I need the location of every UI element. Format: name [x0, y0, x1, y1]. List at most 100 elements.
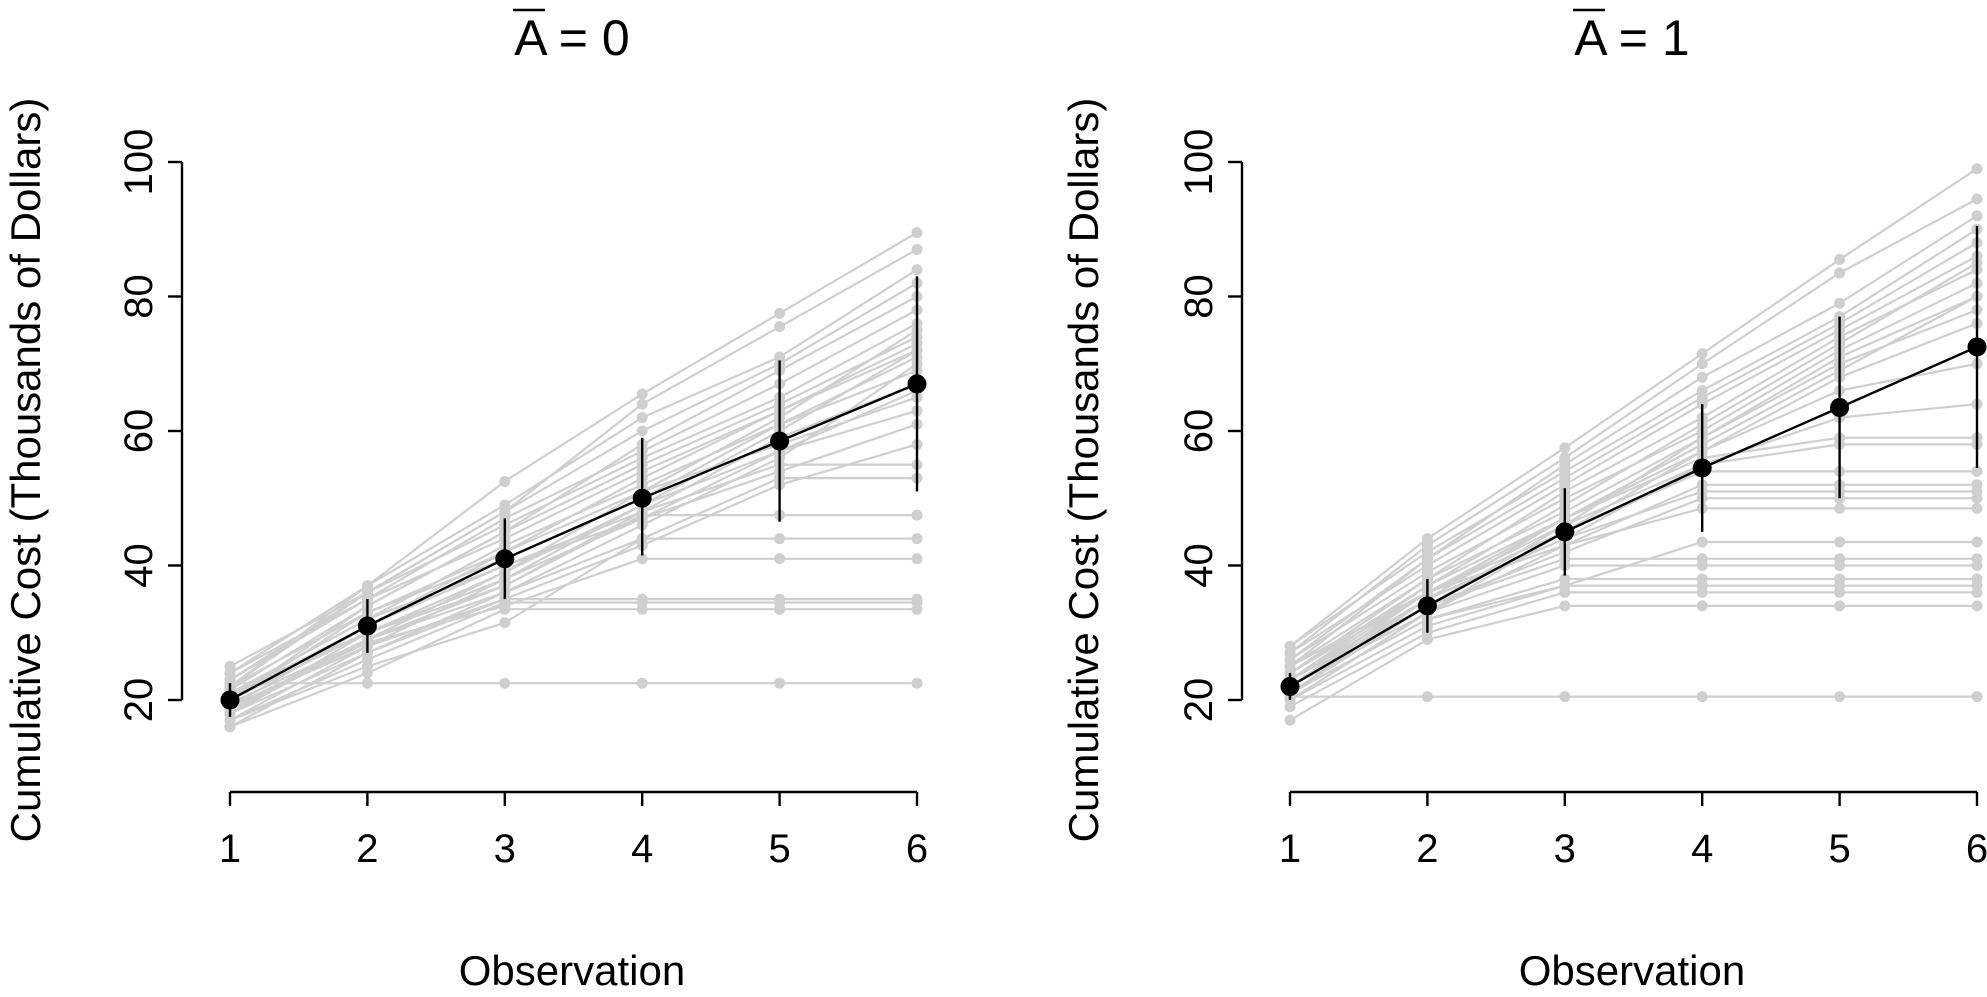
individual-point	[636, 677, 648, 689]
individual-line	[1289, 322, 1978, 701]
panel-title-value: = 0	[545, 10, 630, 66]
y-axis: 20 40 60 80 100	[1177, 129, 1244, 723]
individual-point	[774, 593, 786, 605]
individual-point	[1421, 553, 1433, 565]
individual-point	[1696, 385, 1708, 397]
y-tick-label: 60	[1177, 409, 1221, 454]
x-tick-label: 4	[1691, 827, 1713, 871]
mean-point	[632, 488, 652, 508]
x-tick-label: 3	[1554, 827, 1576, 871]
individual-point	[1696, 371, 1708, 383]
individual-point	[361, 580, 373, 592]
individual-line	[229, 349, 918, 722]
individual-point	[499, 677, 511, 689]
y-tick-label: 80	[1177, 274, 1221, 319]
x-tick-label: 5	[1828, 827, 1850, 871]
y-tick-label: 40	[1177, 543, 1221, 588]
individual-point	[1834, 267, 1846, 279]
individual-point	[361, 660, 373, 672]
x-axis-title: Observation	[459, 947, 685, 994]
individual-point	[499, 617, 511, 629]
panel-a-bar-0: A = 0 Cumulative Cost (Thousands of Doll…	[2, 8, 928, 994]
individual-point	[636, 553, 648, 565]
individual-line	[1289, 295, 1978, 695]
individual-point	[636, 398, 648, 410]
y-tick-label: 80	[117, 274, 161, 319]
individual-line	[1289, 198, 1978, 654]
individual-point	[911, 509, 923, 521]
individual-point	[1284, 660, 1296, 672]
mean-point	[770, 431, 790, 451]
individual-point	[1559, 442, 1571, 454]
individual-point	[1834, 254, 1846, 266]
panel-a-bar-1: A = 1 Cumulative Cost (Thousands of Doll…	[1060, 8, 1987, 994]
individual-point	[911, 677, 923, 689]
individual-series	[224, 227, 923, 733]
individual-line	[229, 608, 917, 728]
x-tick-label: 2	[356, 827, 378, 871]
x-axis: 1 2 3 4 5 6	[219, 790, 928, 871]
individual-line	[1289, 255, 1978, 654]
y-tick-label: 20	[1177, 678, 1221, 723]
individual-point	[1971, 502, 1983, 514]
individual-point	[1834, 536, 1846, 548]
individual-point	[636, 412, 648, 424]
y-axis: 20 40 60 80 100	[117, 129, 184, 723]
individual-point	[911, 593, 923, 605]
individual-line	[229, 308, 918, 675]
individual-point	[774, 321, 786, 333]
individual-line	[1289, 214, 1978, 668]
individual-line	[229, 597, 917, 715]
panel-title-symbol: A	[514, 10, 548, 66]
individual-line	[229, 248, 918, 668]
mean-point	[1280, 677, 1300, 697]
individual-point	[361, 677, 373, 689]
individual-line	[229, 282, 918, 681]
mean-point	[1967, 337, 1987, 357]
mean-series	[1280, 225, 1987, 700]
individual-point	[224, 721, 236, 733]
y-tick-label: 100	[1177, 129, 1221, 196]
individual-line	[229, 295, 918, 701]
individual-point	[1421, 691, 1433, 703]
panel-title: A = 1	[1574, 10, 1689, 66]
y-tick-label: 20	[117, 678, 161, 723]
individual-point	[636, 425, 648, 437]
individual-point	[1696, 348, 1708, 360]
individual-line	[1289, 564, 1977, 688]
individual-point	[1696, 553, 1708, 565]
individual-point	[1834, 573, 1846, 585]
individual-point	[911, 553, 923, 565]
x-tick-label: 3	[494, 827, 516, 871]
panel-title: A = 0	[514, 10, 629, 66]
individual-point	[1559, 600, 1571, 612]
x-tick-label: 6	[906, 827, 928, 871]
individual-point	[1971, 210, 1983, 222]
individual-point	[636, 388, 648, 400]
individual-point	[1971, 600, 1983, 612]
individual-line	[229, 329, 918, 715]
y-tick-label: 100	[117, 129, 161, 196]
individual-line	[229, 443, 918, 708]
individual-point	[1559, 580, 1571, 592]
y-axis-title: Cumulative Cost (Thousands of Dollars)	[1060, 98, 1107, 843]
panel-title-symbol: A	[1574, 10, 1608, 66]
individual-point	[1559, 452, 1571, 464]
individual-point	[1696, 691, 1708, 703]
individual-line	[1289, 241, 1978, 661]
individual-point	[1559, 691, 1571, 703]
individual-line	[1289, 228, 1978, 648]
individual-line	[229, 335, 918, 691]
individual-line	[229, 396, 918, 688]
individual-line	[1289, 591, 1977, 708]
individual-line	[1289, 261, 1978, 681]
individual-point	[911, 264, 923, 276]
individual-line	[1289, 167, 1978, 648]
panel-title-value: = 1	[1605, 10, 1690, 66]
individual-line	[229, 362, 918, 728]
individual-point	[1834, 297, 1846, 309]
individual-point	[911, 243, 923, 255]
x-tick-label: 2	[1416, 827, 1438, 871]
individual-line	[1289, 577, 1977, 695]
